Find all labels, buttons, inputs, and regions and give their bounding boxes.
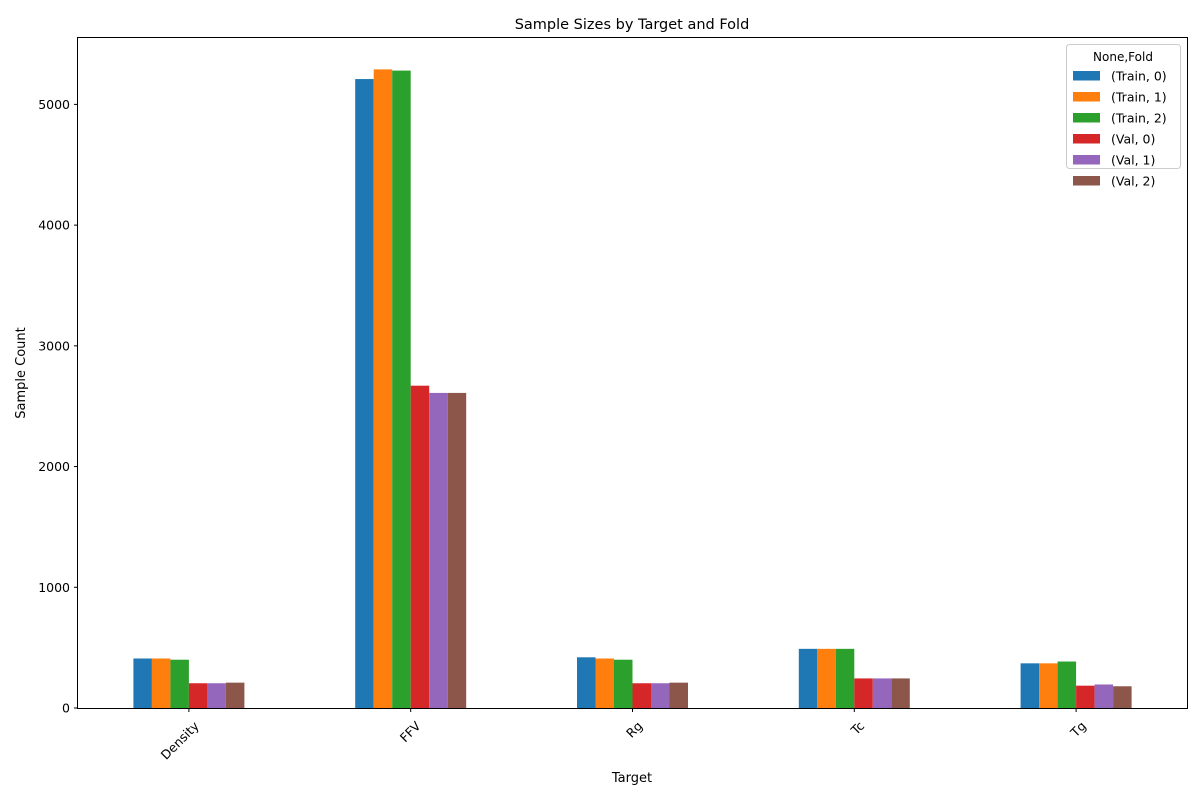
legend-title: None,Fold xyxy=(1093,50,1153,64)
legend-swatch xyxy=(1073,71,1100,81)
legend-swatch xyxy=(1073,155,1100,165)
bar xyxy=(872,678,892,708)
bar xyxy=(1113,686,1132,708)
bar xyxy=(577,657,596,708)
bar xyxy=(373,69,393,708)
plot-frame xyxy=(77,37,1188,709)
bar xyxy=(392,70,411,709)
y-tick-label: 1000 xyxy=(38,580,70,595)
bar xyxy=(355,79,374,709)
x-tick-label: Tc xyxy=(847,718,867,738)
x-tick-label: FFV xyxy=(397,718,424,745)
bar xyxy=(447,392,467,708)
bar xyxy=(1076,685,1095,708)
legend-swatch xyxy=(1073,134,1100,144)
bar xyxy=(651,683,670,708)
bar xyxy=(835,648,855,708)
y-axis-label: Sample Count xyxy=(14,327,29,418)
bar xyxy=(669,682,688,708)
bar xyxy=(854,678,873,708)
bar xyxy=(1039,663,1058,708)
y-tick-label: 4000 xyxy=(38,218,70,233)
bar xyxy=(1094,684,1114,708)
y-tick-label: 5000 xyxy=(38,97,70,112)
y-tick-label: 2000 xyxy=(38,459,70,474)
bar xyxy=(429,392,448,708)
legend-entry: (Val, 0) xyxy=(1111,132,1155,147)
bar xyxy=(188,683,208,708)
axis-ticks: 0 1000 2000 3000 4000 5000 Density FFV Rg Tc Tg xyxy=(38,97,1089,763)
bar xyxy=(1020,663,1040,708)
bars-layer xyxy=(133,69,1132,709)
x-tick-label: Density xyxy=(158,718,203,763)
legend-entry: (Train, 1) xyxy=(1111,90,1167,105)
legend-entry: (Train, 0) xyxy=(1111,69,1167,84)
legend-entry: (Val, 1) xyxy=(1111,153,1155,168)
legend-swatch xyxy=(1073,176,1100,186)
y-tick-label: 0 xyxy=(62,701,70,716)
bar xyxy=(632,683,651,708)
bar xyxy=(1057,661,1077,708)
x-tick-label: Rg xyxy=(623,718,645,740)
bar xyxy=(133,658,152,708)
x-axis-label: Target xyxy=(611,771,652,786)
bar xyxy=(225,682,245,708)
bar xyxy=(817,648,836,708)
bar xyxy=(798,648,818,708)
bar xyxy=(410,385,430,708)
legend: None,Fold (Train, 0) (Train, 1) (Train, 2)… xyxy=(1066,44,1181,189)
bar xyxy=(207,683,226,708)
bar xyxy=(891,678,910,708)
legend-swatch xyxy=(1073,113,1100,123)
legend-entry: (Val, 2) xyxy=(1111,174,1155,189)
y-tick-label: 3000 xyxy=(38,338,70,353)
bar xyxy=(170,659,189,708)
chart-title: Sample Sizes by Target and Fold xyxy=(515,17,750,33)
legend-swatch xyxy=(1073,92,1100,102)
bar xyxy=(595,658,614,708)
legend-entry: (Train, 2) xyxy=(1111,111,1167,126)
bar xyxy=(151,658,171,708)
bar xyxy=(614,659,633,708)
x-tick-label: Tg xyxy=(1067,718,1089,740)
